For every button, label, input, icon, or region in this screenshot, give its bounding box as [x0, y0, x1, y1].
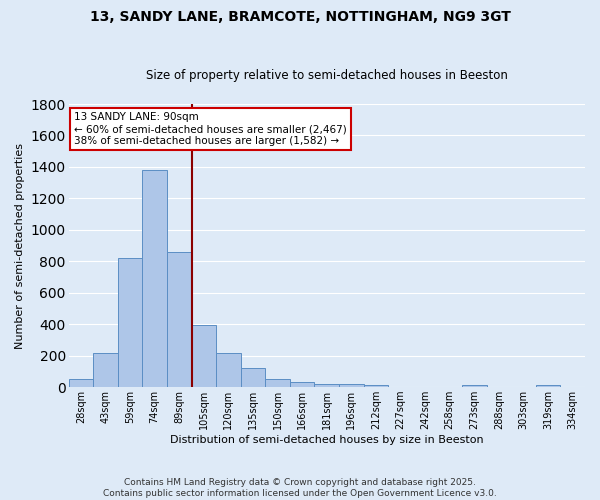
Bar [339, 384, 364, 387]
Bar [68, 380, 93, 387]
Bar [536, 386, 560, 387]
Bar [118, 258, 142, 387]
X-axis label: Distribution of semi-detached houses by size in Beeston: Distribution of semi-detached houses by … [170, 435, 484, 445]
Bar [167, 252, 191, 387]
Bar [290, 382, 314, 387]
Bar [241, 368, 265, 387]
Text: 13, SANDY LANE, BRAMCOTE, NOTTINGHAM, NG9 3GT: 13, SANDY LANE, BRAMCOTE, NOTTINGHAM, NG… [89, 10, 511, 24]
Text: Contains HM Land Registry data © Crown copyright and database right 2025.
Contai: Contains HM Land Registry data © Crown c… [103, 478, 497, 498]
Bar [191, 325, 216, 387]
Bar [265, 380, 290, 387]
Title: Size of property relative to semi-detached houses in Beeston: Size of property relative to semi-detach… [146, 69, 508, 82]
Bar [462, 386, 487, 387]
Bar [364, 386, 388, 387]
Bar [142, 170, 167, 387]
Bar [314, 384, 339, 387]
Bar [216, 352, 241, 387]
Y-axis label: Number of semi-detached properties: Number of semi-detached properties [15, 142, 25, 348]
Bar [93, 352, 118, 387]
Text: 13 SANDY LANE: 90sqm
← 60% of semi-detached houses are smaller (2,467)
38% of se: 13 SANDY LANE: 90sqm ← 60% of semi-detac… [74, 112, 346, 146]
